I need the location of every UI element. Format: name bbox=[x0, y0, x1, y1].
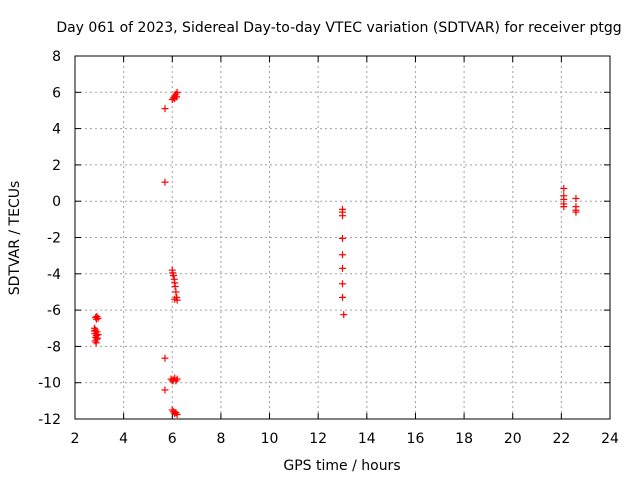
data-point bbox=[94, 314, 102, 322]
x-tick-label: 6 bbox=[168, 431, 177, 447]
x-tick-label: 20 bbox=[504, 431, 522, 447]
data-point bbox=[172, 409, 180, 417]
data-point bbox=[94, 331, 102, 339]
y-axis-label: SDTVAR / TECUs bbox=[7, 181, 23, 296]
data-point bbox=[171, 283, 179, 291]
data-point bbox=[560, 184, 568, 192]
y-tick-label: -8 bbox=[47, 339, 61, 355]
data-point bbox=[92, 339, 100, 347]
data-point bbox=[339, 251, 346, 259]
data-point bbox=[171, 295, 179, 303]
x-tick-label: 8 bbox=[216, 431, 225, 447]
x-tick-label: 16 bbox=[407, 431, 425, 447]
y-tick-label: -4 bbox=[47, 267, 61, 283]
data-point bbox=[161, 386, 169, 394]
y-tick-label: 6 bbox=[52, 85, 61, 101]
y-tick-label: 2 bbox=[52, 158, 61, 174]
y-tick-label: 8 bbox=[52, 49, 61, 65]
data-point bbox=[173, 375, 181, 383]
data-point bbox=[340, 311, 348, 319]
x-tick-label: 22 bbox=[552, 431, 570, 447]
data-point bbox=[339, 212, 346, 220]
data-point bbox=[339, 293, 346, 301]
data-point bbox=[339, 264, 346, 272]
y-tick-label: -6 bbox=[47, 303, 61, 319]
grid-lines bbox=[75, 56, 610, 419]
data-point bbox=[572, 194, 580, 202]
data-point bbox=[161, 354, 169, 362]
y-tick-label: 4 bbox=[52, 122, 61, 138]
data-point bbox=[339, 234, 346, 242]
x-tick-label: 2 bbox=[71, 431, 80, 447]
x-tick-label: 18 bbox=[455, 431, 473, 447]
data-point bbox=[161, 178, 169, 186]
y-tick-label: -10 bbox=[38, 376, 61, 392]
data-point bbox=[560, 203, 568, 211]
data-points bbox=[90, 88, 580, 418]
data-point bbox=[93, 334, 101, 342]
x-tick-label: 14 bbox=[358, 431, 376, 447]
data-point bbox=[90, 327, 98, 335]
plot-area-border bbox=[74, 55, 611, 420]
x-tick-label: 24 bbox=[601, 431, 619, 447]
x-tick-label: 10 bbox=[261, 431, 279, 447]
data-point bbox=[172, 288, 180, 296]
y-tick-label: -12 bbox=[38, 412, 61, 428]
x-axis-label: GPS time / hours bbox=[283, 458, 400, 474]
data-point bbox=[161, 105, 169, 113]
data-point bbox=[173, 93, 181, 101]
data-point bbox=[92, 315, 100, 323]
data-point bbox=[169, 272, 177, 280]
x-tick-label: 12 bbox=[309, 431, 327, 447]
y-tick-label: -2 bbox=[47, 231, 61, 247]
y-tick-label: 0 bbox=[52, 194, 61, 210]
data-point bbox=[168, 377, 176, 385]
data-point bbox=[572, 208, 580, 216]
data-point bbox=[339, 280, 346, 288]
x-tick-label: 4 bbox=[119, 431, 128, 447]
chart-title: Day 061 of 2023, Sidereal Day-to-day VTE… bbox=[56, 20, 621, 36]
